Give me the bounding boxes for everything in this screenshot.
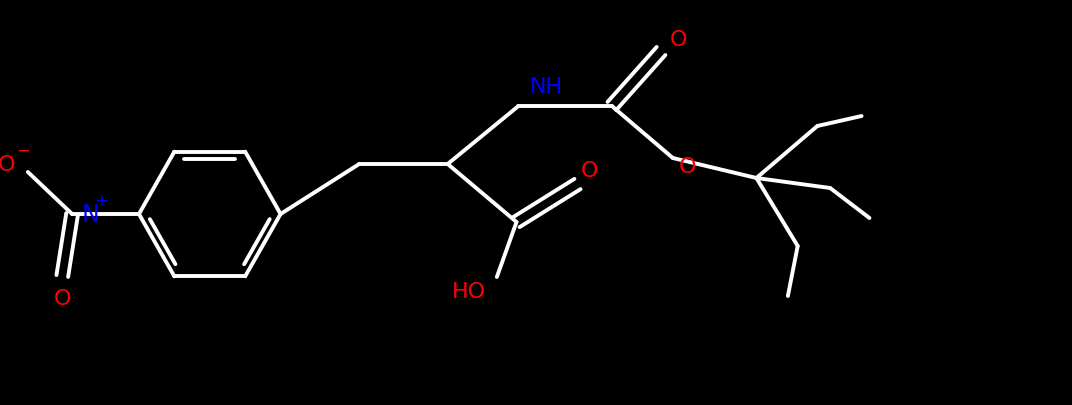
Text: −: − — [16, 142, 30, 160]
Text: NH: NH — [531, 77, 564, 97]
Text: +: + — [94, 192, 108, 209]
Text: HO: HO — [452, 281, 487, 301]
Text: O: O — [581, 161, 598, 181]
Text: O: O — [679, 157, 697, 177]
Text: N: N — [81, 202, 100, 226]
Text: O: O — [54, 288, 71, 308]
Text: O: O — [0, 155, 15, 175]
Text: O: O — [670, 30, 687, 50]
